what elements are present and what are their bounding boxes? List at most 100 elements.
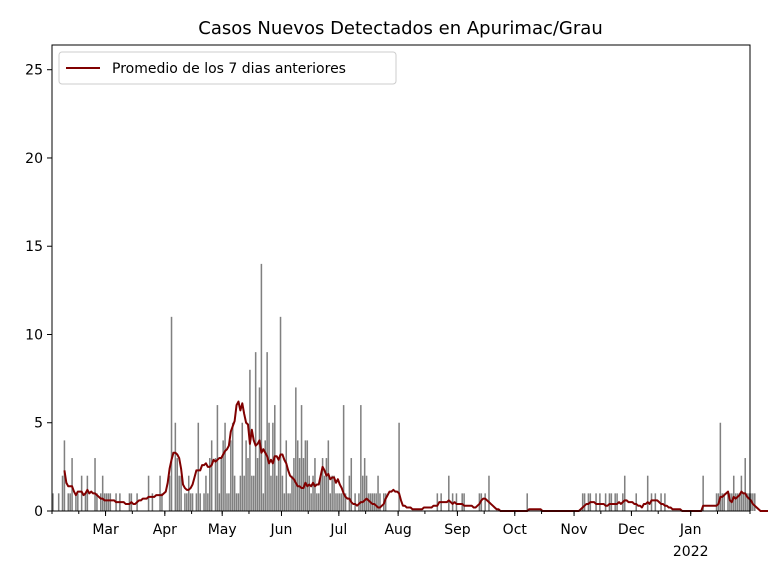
bar	[354, 493, 356, 511]
bar	[52, 493, 54, 511]
bar	[105, 493, 108, 511]
bar	[304, 440, 307, 511]
y-tick-label: 10	[25, 327, 43, 343]
bar	[455, 493, 458, 511]
bar	[721, 493, 724, 511]
bar	[197, 422, 200, 511]
bar	[189, 493, 192, 511]
bar	[266, 352, 268, 511]
bar	[96, 493, 98, 511]
bar	[744, 458, 746, 511]
bar	[616, 493, 618, 511]
bar	[281, 475, 284, 511]
x-tick-label: Sep	[444, 522, 471, 538]
bar	[361, 475, 364, 511]
bar	[732, 475, 735, 511]
y-tick-label: 0	[34, 504, 43, 520]
chart-title: Casos Nuevos Detectados en Apurimac/Grau	[198, 18, 602, 39]
bar	[358, 493, 360, 511]
bar	[289, 493, 291, 511]
bar	[339, 493, 341, 511]
bar	[228, 493, 230, 511]
bar	[463, 493, 465, 511]
bar	[103, 493, 106, 511]
bar	[222, 440, 224, 511]
bar	[75, 493, 77, 511]
bar	[184, 493, 186, 511]
y-tick-label: 25	[25, 63, 43, 79]
bar	[226, 493, 228, 511]
bar	[94, 458, 96, 511]
bar	[291, 475, 293, 511]
bar	[86, 475, 89, 511]
bar	[365, 475, 368, 511]
bar	[245, 440, 247, 511]
bar	[451, 493, 454, 511]
bar	[84, 493, 87, 511]
bar	[296, 440, 299, 511]
bar	[187, 475, 190, 511]
bar	[258, 387, 261, 511]
bar	[371, 493, 374, 511]
bar	[272, 422, 274, 511]
bar	[216, 405, 219, 511]
bar	[302, 458, 305, 511]
bar	[256, 458, 259, 511]
bar	[306, 440, 309, 511]
bar	[308, 475, 310, 511]
bar	[587, 493, 590, 511]
bar	[348, 475, 351, 511]
bar	[230, 440, 232, 511]
bar	[310, 493, 312, 511]
bar	[241, 422, 244, 511]
bar	[220, 458, 223, 511]
bar	[159, 475, 161, 511]
y-tick-label: 15	[25, 239, 43, 255]
bar	[635, 493, 637, 511]
bar	[754, 493, 756, 511]
bar	[736, 493, 739, 511]
bar	[295, 387, 297, 511]
bar	[723, 493, 725, 511]
bar	[608, 493, 611, 511]
bar	[254, 352, 257, 511]
bar	[604, 493, 607, 511]
bar	[57, 493, 60, 511]
bar	[719, 422, 722, 511]
x-tick-label: Mar	[92, 522, 119, 538]
bar	[398, 422, 400, 511]
bar	[337, 493, 339, 511]
bar	[344, 493, 347, 511]
bar	[742, 493, 745, 511]
x-tick-label: May	[208, 522, 237, 538]
bar	[239, 475, 242, 511]
bar	[247, 458, 249, 511]
bar	[363, 458, 366, 511]
bar	[285, 440, 288, 511]
avg-line	[63, 400, 768, 512]
bar	[191, 493, 194, 511]
bar	[214, 458, 217, 511]
bar	[738, 493, 741, 511]
y-tick-label: 20	[25, 151, 43, 167]
bar	[186, 493, 188, 511]
bar	[375, 493, 377, 511]
bar	[283, 493, 286, 511]
bar	[262, 493, 265, 511]
bar	[727, 493, 729, 511]
bar	[729, 493, 731, 511]
bar	[210, 440, 213, 511]
bar	[180, 475, 182, 511]
bar	[367, 493, 370, 511]
bar	[331, 475, 333, 511]
x-tick-label: Aug	[384, 522, 411, 538]
bar	[377, 475, 379, 511]
legend: Promedio de los 7 dias anteriores	[58, 51, 397, 85]
x-tick-label: Nov	[560, 522, 587, 538]
bar	[484, 493, 486, 511]
bar	[318, 493, 320, 511]
x-tick-label: Jan	[679, 522, 702, 538]
bar	[664, 493, 666, 511]
bar	[316, 493, 318, 511]
bar	[61, 475, 64, 511]
